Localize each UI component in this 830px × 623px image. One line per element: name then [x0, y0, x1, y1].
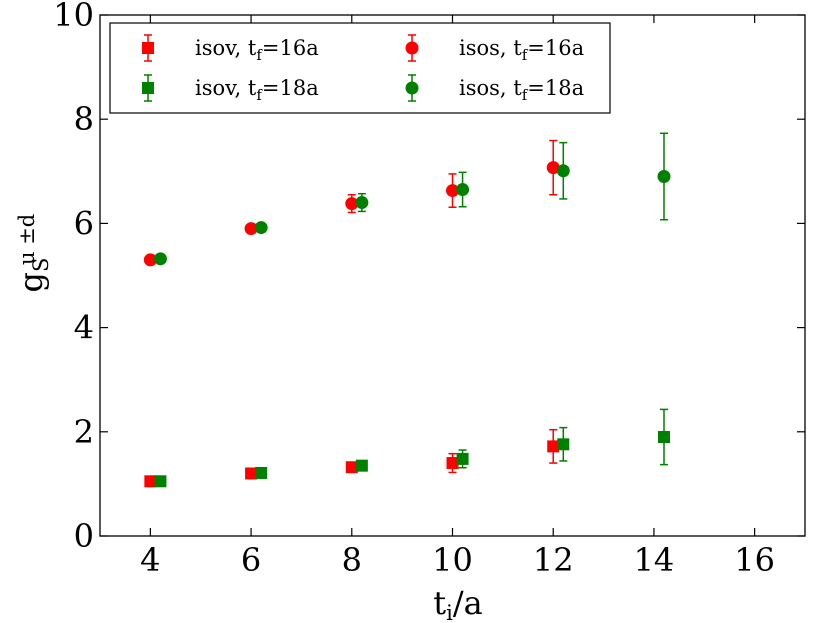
data-point	[355, 459, 368, 472]
data-point	[153, 252, 167, 266]
legend-frame	[109, 22, 611, 114]
data-point	[244, 222, 258, 236]
data-point	[658, 431, 670, 444]
series-2	[143, 139, 560, 267]
legend-label: isov, tf=18a	[195, 76, 319, 104]
x-tick-label: 10	[432, 541, 473, 579]
data-point	[255, 466, 268, 479]
legend-label: isov, tf=16a	[195, 36, 319, 64]
data-point	[446, 184, 459, 198]
data-point	[547, 440, 560, 453]
data-point	[456, 452, 469, 465]
legend: isov, tf=16a isov, tf=18a isos, tf=16a isos…	[109, 22, 611, 114]
x-tick-label: 16	[734, 541, 775, 579]
data-point	[657, 170, 671, 184]
y-tick-label: 8	[74, 100, 94, 138]
series-3	[153, 132, 671, 266]
data-point	[557, 438, 570, 451]
x-tick-label: 4	[140, 541, 160, 579]
series-1	[154, 408, 670, 488]
data-point	[446, 457, 459, 470]
ticks-layer: 4 6 8 10 12 14 16 0 2 4 6 8 10	[53, 0, 805, 579]
y-axis-label: gS u ±d	[12, 214, 53, 293]
legend-entry: isov, tf=18a	[142, 74, 319, 104]
data-point	[546, 161, 560, 175]
y-axis-label-superscript: u ±d	[15, 214, 39, 265]
data-point	[245, 467, 258, 480]
data-point	[456, 183, 470, 197]
x-tick-label: 14	[634, 541, 675, 579]
data-point	[254, 221, 268, 235]
svg-text:gS: gS	[12, 258, 53, 293]
legend-marker	[405, 81, 419, 95]
x-axis-label: ti/a	[433, 584, 482, 623]
y-tick-label: 0	[74, 517, 94, 555]
legend-entry: isov, tf=16a	[142, 34, 319, 64]
y-tick-label: 10	[53, 0, 94, 34]
data-point	[355, 196, 369, 210]
legend-marker	[405, 41, 419, 55]
legend-entry: isos, tf=16a	[405, 34, 584, 64]
legend-entry: isos, tf=18a	[405, 74, 584, 104]
legend-label: isos, tf=16a	[459, 36, 584, 64]
legend-marker	[142, 42, 154, 54]
marks-layer	[143, 132, 671, 488]
data-point	[144, 475, 157, 488]
legend-label: isos, tf=18a	[459, 76, 584, 104]
x-tick-label: 12	[533, 541, 574, 579]
legend-marker	[142, 82, 154, 94]
data-point	[143, 253, 157, 267]
y-tick-label: 6	[74, 204, 94, 242]
series-0	[144, 428, 560, 488]
y-tick-label: 2	[74, 413, 94, 451]
data-point	[556, 164, 570, 178]
data-point	[345, 461, 358, 474]
x-tick-label: 6	[241, 541, 261, 579]
x-tick-label: 8	[342, 541, 362, 579]
data-point	[345, 197, 359, 211]
y-tick-label: 4	[74, 309, 94, 347]
data-point	[154, 475, 167, 488]
